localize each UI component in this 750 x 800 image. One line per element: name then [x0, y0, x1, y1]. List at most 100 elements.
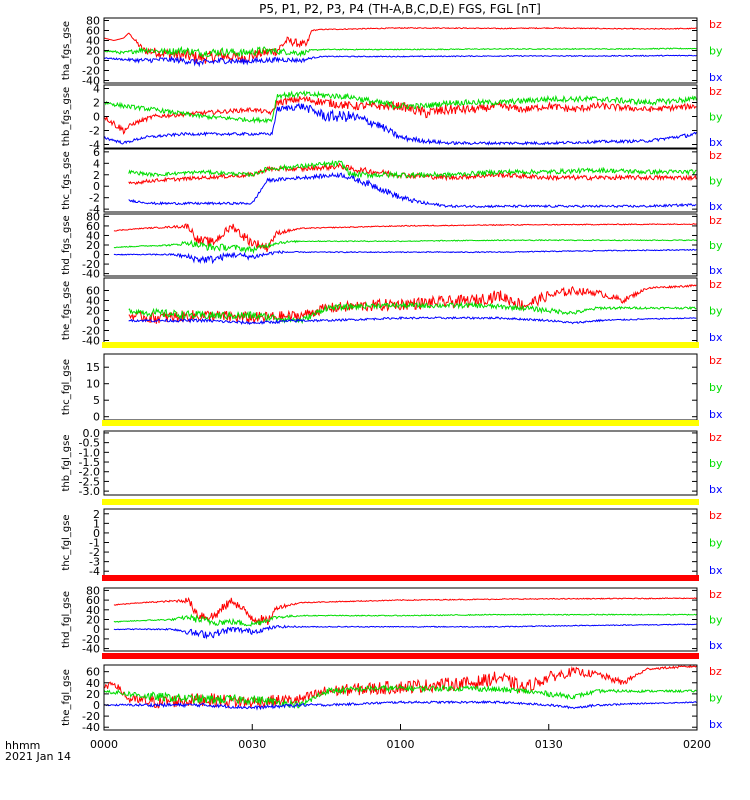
- legend-entry-bz: bz: [709, 509, 722, 522]
- y-tick-label: -40: [82, 75, 100, 88]
- y-tick-label: 0: [93, 623, 100, 636]
- y-tick-label: 0: [93, 55, 100, 68]
- y-tick-label: 2: [93, 97, 100, 110]
- legend-entry-bx: bx: [709, 639, 723, 652]
- legend-entry-bz: bz: [709, 214, 722, 227]
- legend-entry-by: by: [709, 239, 723, 252]
- legend-entry-bx: bx: [709, 331, 723, 344]
- y-tick-label: 80: [86, 584, 100, 597]
- y-tick-label: -20: [82, 710, 100, 723]
- y-tick-label: -4: [89, 203, 100, 216]
- legend-entry-by: by: [709, 45, 723, 58]
- legend-entry-by: by: [709, 305, 723, 318]
- y-tick-label: 0: [93, 411, 100, 424]
- series-line-by: [103, 45, 697, 58]
- panel-6-status-bar: [102, 420, 699, 426]
- y-tick-label: -1: [89, 537, 100, 550]
- y-tick-label: 4: [93, 83, 100, 96]
- y-tick-label: -3: [89, 556, 100, 569]
- y-axis-label: the_fgs_gse: [61, 281, 72, 340]
- series-line-bx: [113, 623, 697, 640]
- y-tick-label: -20: [82, 325, 100, 338]
- y-tick-label: 20: [86, 239, 100, 252]
- time-axis: 0000 0030 0100 0130 0200: [90, 724, 711, 751]
- y-tick-label: -40: [82, 268, 100, 281]
- series-line-by: [113, 613, 697, 627]
- y-tick-label: 40: [86, 229, 100, 242]
- y-tick-label: 4: [93, 157, 100, 170]
- series-line-by: [113, 239, 697, 255]
- series-line-bz: [113, 223, 697, 253]
- y-tick-label: 0: [93, 315, 100, 328]
- series-line-bx: [113, 248, 697, 265]
- panel-1: 420-2-4 thb_fgs_gse bz by bx: [61, 83, 723, 152]
- x-tick-label: 0130: [535, 738, 563, 751]
- y-tick-label: 20: [86, 305, 100, 318]
- series-line-by: [128, 159, 697, 180]
- panel-7-frame: [103, 508, 698, 577]
- figure-title: P5, P1, P2, P3, P4 (TH-A,B,C,D,E) FGS, F…: [259, 2, 541, 16]
- y-tick-label: -2: [89, 546, 100, 559]
- y-axis-label: tha_fgs_gse: [61, 21, 72, 80]
- series-line-bx: [103, 54, 697, 68]
- legend-entry-bx: bx: [709, 200, 723, 213]
- series-line-bx: [103, 102, 697, 146]
- x-tick-label: 0100: [387, 738, 415, 751]
- y-tick-label: 80: [86, 15, 100, 28]
- x-tick-label: 0200: [683, 738, 711, 751]
- y-tick-label: 15: [86, 361, 100, 374]
- y-tick-label: -3.0: [79, 485, 100, 498]
- y-tick-label: -20: [82, 258, 100, 271]
- y-tick-label: 2: [93, 508, 100, 521]
- y-tick-label: -2: [89, 125, 100, 138]
- panel-7: 210-1-2-3-4 thc_fgl_gse bz by bx: [61, 499, 723, 578]
- y-axis-label: the_fgl_gse: [61, 669, 72, 726]
- y-axis-label: thd_fgs_gse: [61, 215, 72, 274]
- y-tick-label: -4: [89, 565, 100, 578]
- legend-entry-by: by: [709, 614, 723, 627]
- legend-entry-by: by: [709, 692, 723, 705]
- legend-entry-by: by: [709, 381, 723, 394]
- y-tick-label: -1.0: [79, 446, 100, 459]
- legend-entry-by: by: [709, 175, 723, 188]
- y-tick-label: -0.5: [79, 437, 100, 450]
- legend-entry-bx: bx: [709, 483, 723, 496]
- y-axis-label: thc_fgl_gse: [61, 514, 72, 570]
- y-tick-label: 60: [86, 666, 100, 679]
- y-tick-label: 2: [93, 169, 100, 182]
- panel-8-frame: [103, 587, 698, 652]
- y-tick-label: 40: [86, 677, 100, 690]
- panel-8-status-bar: [102, 575, 699, 581]
- legend-entry-bz: bz: [709, 665, 722, 678]
- panel-7-status-bar: [102, 499, 699, 505]
- y-tick-label: 0: [93, 111, 100, 124]
- legend-entry-bz: bz: [709, 278, 722, 291]
- legend-entry-bx: bx: [709, 71, 723, 84]
- y-tick-label: 6: [93, 146, 100, 159]
- legend-entry-bx: bx: [709, 718, 723, 731]
- y-tick-label: 60: [86, 285, 100, 298]
- y-tick-label: -20: [82, 65, 100, 78]
- x-tick-label: 0030: [238, 738, 266, 751]
- series-line-by: [103, 89, 697, 124]
- y-tick-label: 40: [86, 35, 100, 48]
- y-tick-label: 1: [93, 517, 100, 530]
- legend-entry-bx: bx: [709, 564, 723, 577]
- legend-entry-bz: bz: [709, 18, 722, 31]
- series-line-bz: [103, 26, 697, 65]
- legend-entry-bz: bz: [709, 354, 722, 367]
- y-tick-label: 0: [93, 699, 100, 712]
- y-tick-label: 0.0: [83, 427, 101, 440]
- y-tick-label: 60: [86, 25, 100, 38]
- panel-5-status-bar: [102, 342, 699, 348]
- y-tick-label: 5: [93, 394, 100, 407]
- legend-entry-by: by: [709, 457, 723, 470]
- legend-entry-bz: bz: [709, 588, 722, 601]
- legend-entry-bx: bx: [709, 264, 723, 277]
- y-tick-label: 40: [86, 295, 100, 308]
- y-tick-label: -2.5: [79, 475, 100, 488]
- y-tick-label: 60: [86, 220, 100, 233]
